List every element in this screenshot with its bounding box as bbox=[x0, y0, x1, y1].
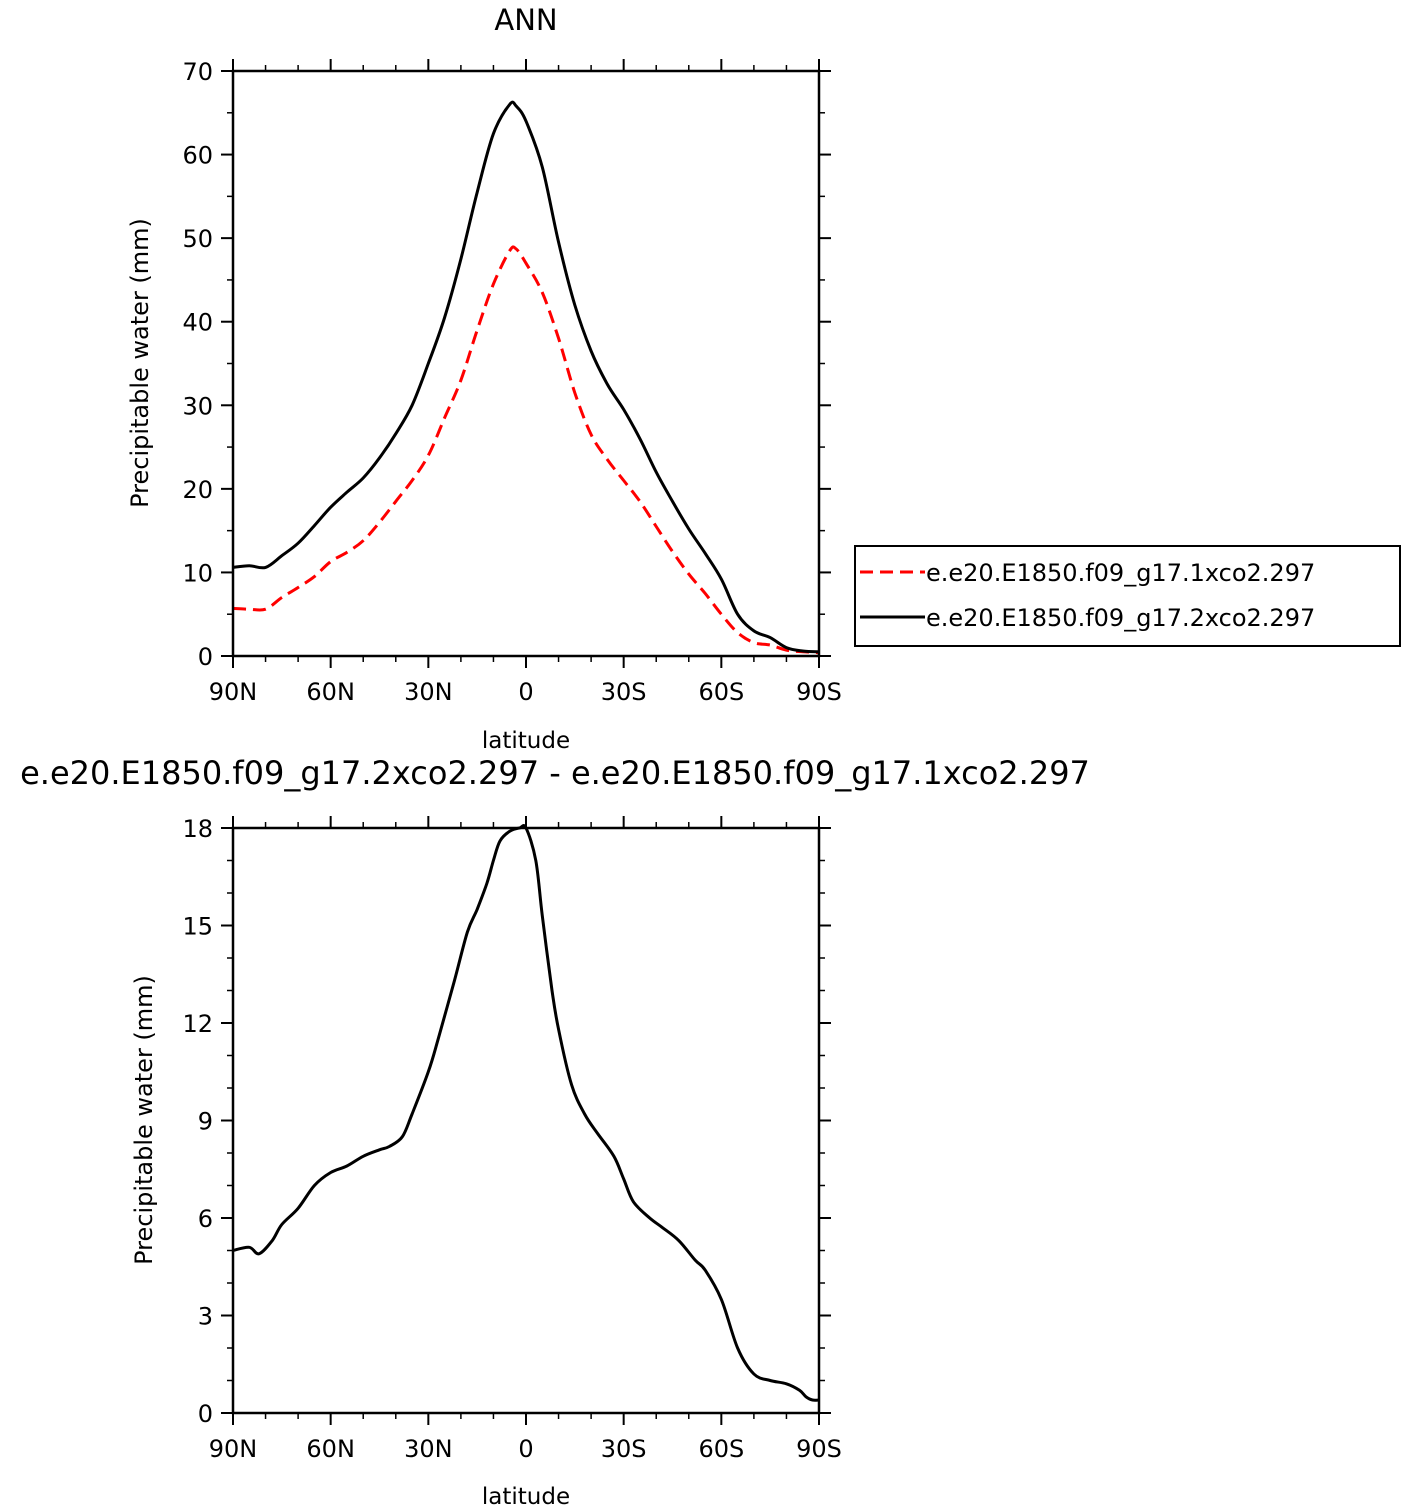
top-panel-y-tick-label: 0 bbox=[198, 643, 213, 671]
top-panel-y-tick-label: 70 bbox=[182, 58, 213, 86]
top-panel-series-line-2 bbox=[232, 100, 820, 654]
legend: e.e20.E1850.f09_g17.1xco2.297 e.e20.E185… bbox=[854, 545, 1401, 647]
top-panel-x-tick-label: 90N bbox=[209, 678, 258, 706]
top-panel-x-tick-label: 60N bbox=[306, 678, 355, 706]
legend-label-series-1: e.e20.E1850.f09_g17.1xco2.297 bbox=[926, 559, 1315, 587]
top-panel-x-tick-label: 0 bbox=[518, 678, 533, 706]
top-panel-y-tick-label: 60 bbox=[182, 142, 213, 170]
bottom-panel-x-tick-label: 30S bbox=[601, 1435, 647, 1463]
bottom-panel-title: e.e20.E1850.f09_g17.2xco2.297 - e.e20.E1… bbox=[20, 754, 1090, 792]
top-panel-y-tick-label: 40 bbox=[182, 309, 213, 337]
bottom-panel-axes: 90N 60N 30N 0 30S 60S 90S 0 3 6 9 12 15 18 bbox=[182, 815, 841, 1463]
bottom-panel-x-tick-label: 60N bbox=[306, 1435, 355, 1463]
top-panel-y-tick-label: 20 bbox=[182, 476, 213, 504]
bottom-panel-plot-area bbox=[232, 824, 820, 1402]
bottom-panel-y-axis-label: Precipitable water (mm) bbox=[130, 975, 158, 1265]
top-panel-x-tick-label: 90S bbox=[796, 678, 842, 706]
top-panel-x-axis-label: latitude bbox=[482, 728, 570, 754]
bottom-panel-x-tick-label: 0 bbox=[518, 1435, 533, 1463]
bottom-panel-x-tick-label: 90N bbox=[209, 1435, 258, 1463]
bottom-panel-y-tick-label: 18 bbox=[182, 815, 213, 843]
top-panel-axes: 90N 60N 30N 0 30S 60S 90S 0 10 20 30 40 50 60 70 bbox=[182, 58, 841, 706]
top-panel-y-tick-label: 50 bbox=[182, 225, 213, 253]
bottom-panel-x-tick-label: 90S bbox=[796, 1435, 842, 1463]
bottom-panel-y-tick-label: 9 bbox=[198, 1108, 213, 1136]
top-panel-x-tick-label: 30N bbox=[404, 678, 453, 706]
top-panel-plot-area bbox=[232, 100, 820, 655]
top-panel-y-axis-label: Precipitable water (mm) bbox=[126, 218, 154, 508]
top-panel-x-tick-label: 30S bbox=[601, 678, 647, 706]
top-panel: ANN 90N 60N 30N 0 30S 60S 90S 0 10 20 30 40 50 60 70 l… bbox=[126, 3, 1401, 754]
bottom-panel-y-tick-label: 15 bbox=[182, 913, 213, 941]
bottom-panel-series-line-1 bbox=[232, 824, 820, 1402]
top-panel-y-tick-label: 10 bbox=[182, 559, 213, 587]
top-panel-y-tick-label: 30 bbox=[182, 392, 213, 420]
legend-box bbox=[854, 545, 1401, 647]
top-panel-title: ANN bbox=[494, 3, 557, 37]
bottom-panel-y-tick-label: 0 bbox=[198, 1400, 213, 1428]
bottom-panel-x-tick-label: 30N bbox=[404, 1435, 453, 1463]
legend-label-series-2: e.e20.E1850.f09_g17.2xco2.297 bbox=[926, 604, 1315, 632]
bottom-panel-y-tick-label: 6 bbox=[198, 1205, 213, 1233]
bottom-panel-x-axis-label: latitude bbox=[482, 1484, 570, 1510]
top-panel-series-line-1 bbox=[232, 245, 820, 655]
bottom-panel: e.e20.E1850.f09_g17.2xco2.297 - e.e20.E1… bbox=[20, 754, 1090, 1510]
bottom-panel-x-tick-label: 60S bbox=[698, 1435, 744, 1463]
bottom-panel-y-tick-label: 3 bbox=[198, 1303, 213, 1331]
bottom-panel-y-tick-label: 12 bbox=[182, 1010, 213, 1038]
top-panel-frame bbox=[231, 69, 821, 658]
top-panel-x-tick-label: 60S bbox=[698, 678, 744, 706]
